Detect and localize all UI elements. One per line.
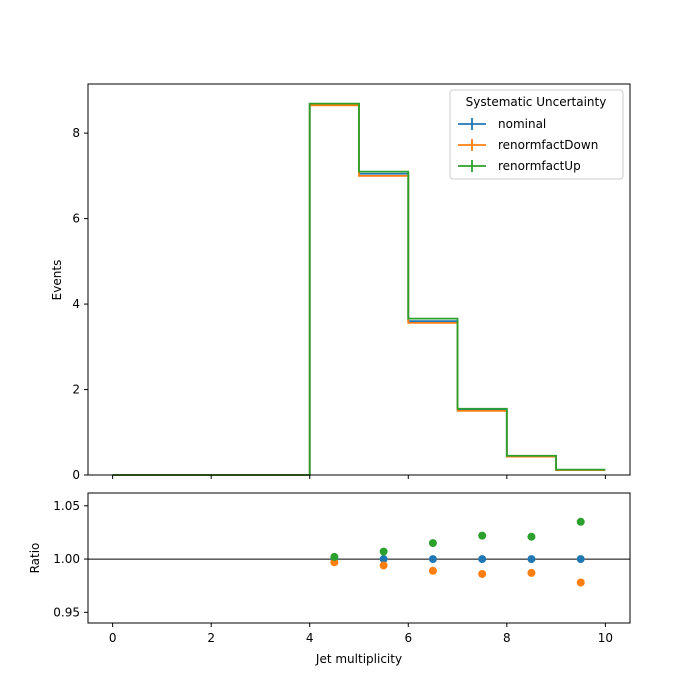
legend-title: Systematic Uncertainty bbox=[466, 95, 607, 109]
ratio-point-renormfactDown bbox=[379, 561, 388, 570]
x-tick-label: 0 bbox=[109, 631, 117, 645]
main-x-ticks bbox=[112, 475, 606, 479]
ratio-point-nominal bbox=[428, 555, 437, 564]
main-y-axis-label: Events bbox=[50, 260, 64, 301]
legend-label-nominal: nominal bbox=[498, 117, 546, 131]
legend-entries: nominal renormfactDown renormfactUp bbox=[458, 117, 598, 173]
ratio-panel: 0 2 4 6 8 10 0.95 1.00 1.05 Ratio Jet multiplic… bbox=[28, 492, 631, 666]
ratio-point-renormfactDown bbox=[428, 566, 437, 575]
legend-frame bbox=[449, 89, 624, 180]
x-axis-label: Jet multiplicity bbox=[315, 652, 402, 666]
ratio-point-renormfactDown bbox=[576, 578, 585, 587]
ratio-point-nominal bbox=[576, 555, 585, 564]
ratio-y-tick-label: 1.00 bbox=[53, 552, 80, 566]
ratio-point-renormfactUp bbox=[379, 547, 388, 556]
ratio-point-renormfactUp bbox=[478, 531, 487, 540]
main-y-tick-label: 6 bbox=[72, 212, 80, 226]
ratio-points-group bbox=[330, 517, 585, 587]
ratio-point-renormfactUp bbox=[330, 552, 339, 561]
main-y-tick-label: 0 bbox=[72, 468, 80, 482]
legend-label-renormfactDown: renormfactDown bbox=[498, 138, 598, 152]
ratio-y-tick-label: 0.95 bbox=[53, 605, 80, 619]
main-y-tick-label: 2 bbox=[72, 383, 80, 397]
legend-label-renormfactUp: renormfactUp bbox=[498, 159, 581, 173]
main-y-ticks: 0 2 4 6 8 bbox=[72, 126, 88, 482]
ratio-point-renormfactUp bbox=[527, 532, 536, 541]
ratio-y-tick-label: 1.05 bbox=[53, 499, 80, 513]
main-panel: 0 2 4 6 8 Events Systematic Uncertainty nomi… bbox=[50, 83, 631, 482]
ratio-point-renormfactUp bbox=[576, 517, 585, 526]
ratio-point-renormfactDown bbox=[478, 569, 487, 578]
ratio-point-nominal bbox=[379, 555, 388, 564]
legend-entry-renormfactDown: renormfactDown bbox=[458, 138, 598, 152]
ratio-x-ticks: 0 2 4 6 8 10 bbox=[109, 623, 613, 645]
ratio-point-nominal bbox=[478, 555, 487, 564]
main-y-tick-label: 4 bbox=[72, 297, 80, 311]
ratio-point-nominal bbox=[527, 555, 536, 564]
x-tick-label: 6 bbox=[404, 631, 412, 645]
legend-entry-nominal: nominal bbox=[458, 117, 546, 131]
ratio-axes-frame bbox=[87, 492, 631, 624]
ratio-y-ticks: 0.95 1.00 1.05 bbox=[53, 499, 88, 619]
main-axes-frame bbox=[87, 83, 631, 476]
ratio-point-renormfactDown bbox=[527, 568, 536, 577]
ratio-y-axis-label: Ratio bbox=[28, 543, 42, 574]
ratio-point-renormfactUp bbox=[428, 539, 437, 548]
legend-entry-renormfactUp: renormfactUp bbox=[458, 159, 581, 173]
x-tick-label: 2 bbox=[207, 631, 215, 645]
x-tick-label: 10 bbox=[598, 631, 613, 645]
legend: Systematic Uncertainty nominal renormfact… bbox=[449, 89, 624, 180]
main-y-tick-label: 8 bbox=[72, 126, 80, 140]
x-tick-label: 4 bbox=[306, 631, 314, 645]
x-tick-label: 8 bbox=[503, 631, 511, 645]
